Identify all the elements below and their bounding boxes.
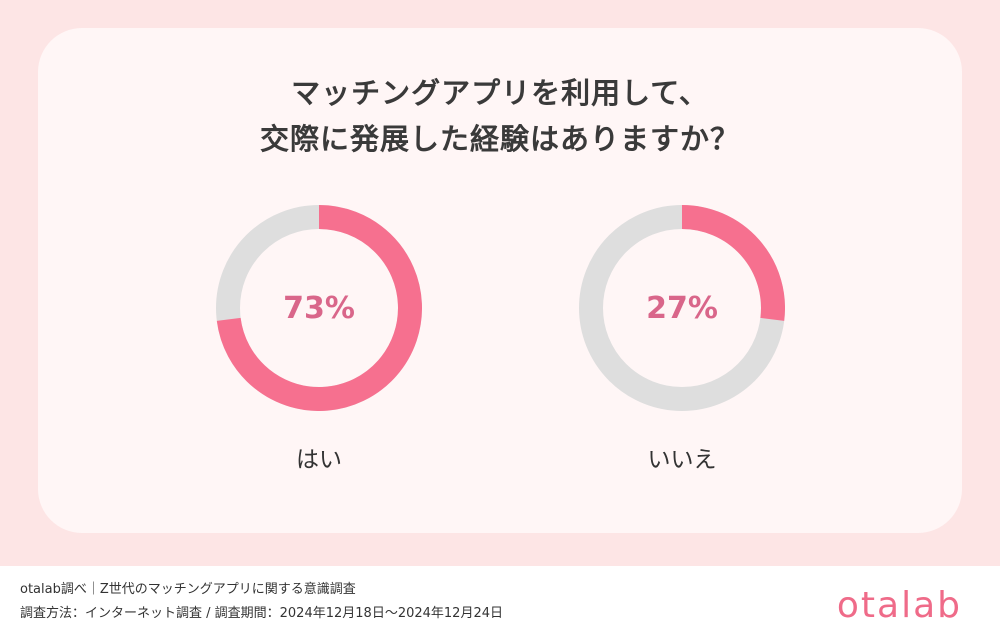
chart-title: マッチングアプリを利用して、 交際に発展した経験はありますか？: [0, 70, 1000, 162]
otalab-logo: otalab: [836, 585, 962, 626]
chart-title-line-1: マッチングアプリを利用して、: [291, 76, 709, 110]
chart-card: [38, 28, 962, 533]
footer-source: otalab調べ｜Z世代のマッチングアプリに関する意識調査: [20, 582, 356, 597]
donut-segment-yes: [216, 205, 422, 411]
donut-segment-no: [681, 205, 785, 321]
category-label-yes: はい: [296, 447, 342, 473]
category-label-no: いいえ: [647, 447, 717, 473]
donut-chart-yes: 73%: [216, 205, 422, 411]
donut-chart-no: 27%: [579, 205, 785, 411]
percent-label-yes: 73%: [283, 290, 355, 326]
chart-title-line-2: 交際に発展した経験はありますか？: [259, 122, 740, 156]
percent-label-no: 27%: [646, 290, 718, 326]
footer-method: 調査方法：インターネット調査 / 調査期間：2024年12月18日〜2024年1…: [20, 606, 503, 621]
